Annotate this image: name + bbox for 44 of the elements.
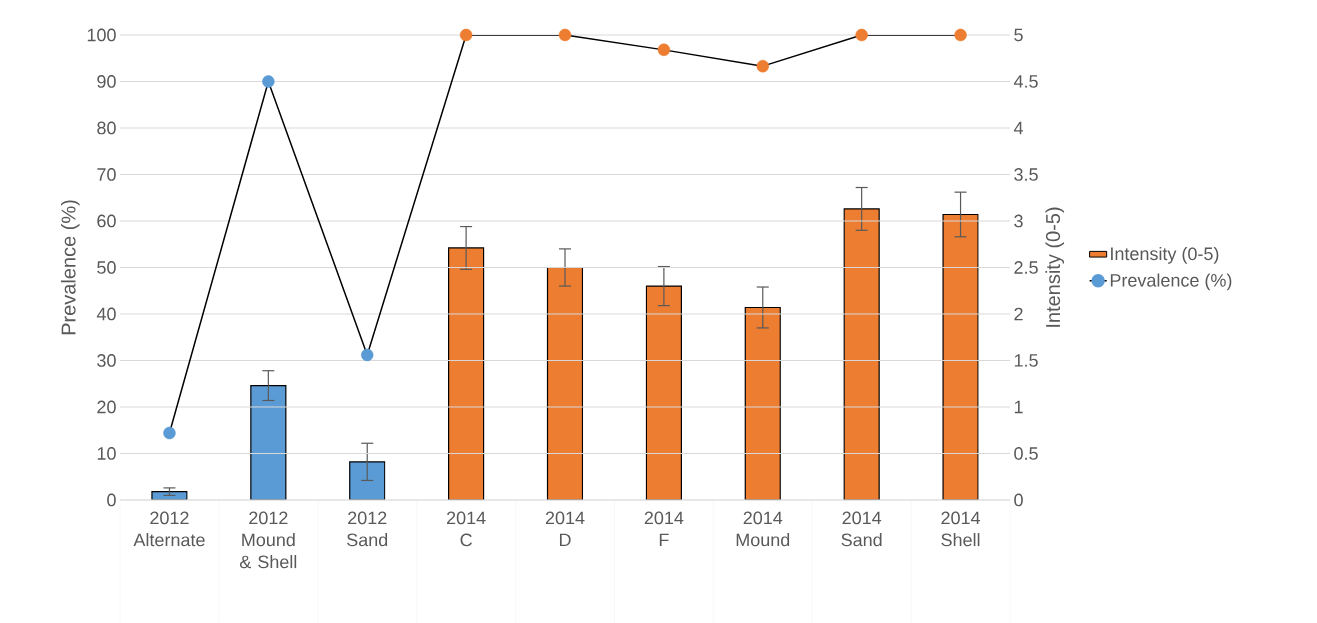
point (361, 348, 374, 362)
y-tick-label: 100 (87, 28, 116, 42)
x-tick-label: 2014 D (545, 511, 585, 547)
point (855, 28, 868, 42)
point (262, 75, 275, 88)
y2-tick-label: 2.5 (1014, 261, 1038, 274)
legend-label: Intensity (0-5) (1111, 246, 1219, 264)
x-tick-label: 2014 Shell (941, 511, 981, 547)
point (459, 28, 473, 42)
y2-tick-label: 1.5 (1014, 354, 1038, 367)
y-tick-label: 0 (107, 493, 116, 507)
y2-tick-label: 3 (1014, 214, 1023, 228)
y2-axis-title: Intensity (0-5) (1045, 207, 1065, 327)
y-tick-label: 70 (97, 168, 116, 181)
y2-tick-label: 0 (1014, 493, 1023, 507)
y2-tick-label: 3.5 (1014, 168, 1038, 181)
x-tick-label: 2014 Sand (841, 511, 882, 547)
point (163, 426, 176, 440)
y-axis-title: Prevalence (%) (60, 200, 80, 335)
x-tick-label: 2014 C (447, 511, 486, 547)
x-tick-label: 2012 Mound & Shell (239, 511, 297, 569)
y-tick-label: 80 (97, 121, 116, 135)
legend-label: Prevalence (%) (1110, 273, 1232, 291)
point (558, 28, 572, 42)
x-tick-label: 2012 Alternate (133, 511, 205, 547)
y2-tick-label: 5 (1014, 28, 1023, 42)
y-tick-label: 40 (96, 307, 116, 321)
y-tick-label: 90 (97, 75, 116, 88)
y-tick-label: 20 (97, 400, 116, 414)
y2-tick-label: 2 (1014, 307, 1023, 321)
point (657, 43, 671, 57)
y-tick-label: 10 (97, 447, 116, 460)
point (954, 28, 967, 42)
y-tick-label: 60 (97, 214, 116, 228)
x-tick-label: 2012 Sand (347, 511, 388, 547)
y2-tick-label: 1 (1014, 400, 1023, 414)
y2-tick-label: 0.5 (1014, 447, 1038, 460)
y-tick-label: 30 (97, 354, 116, 367)
point (756, 59, 769, 73)
y-tick-label: 50 (97, 261, 116, 274)
x-tick-label: 2014 Mound (736, 511, 790, 547)
x-tick-label: 2014 F (644, 511, 684, 547)
y2-tick-label: 4 (1013, 121, 1024, 135)
y2-tick-label: 4.5 (1013, 75, 1038, 88)
